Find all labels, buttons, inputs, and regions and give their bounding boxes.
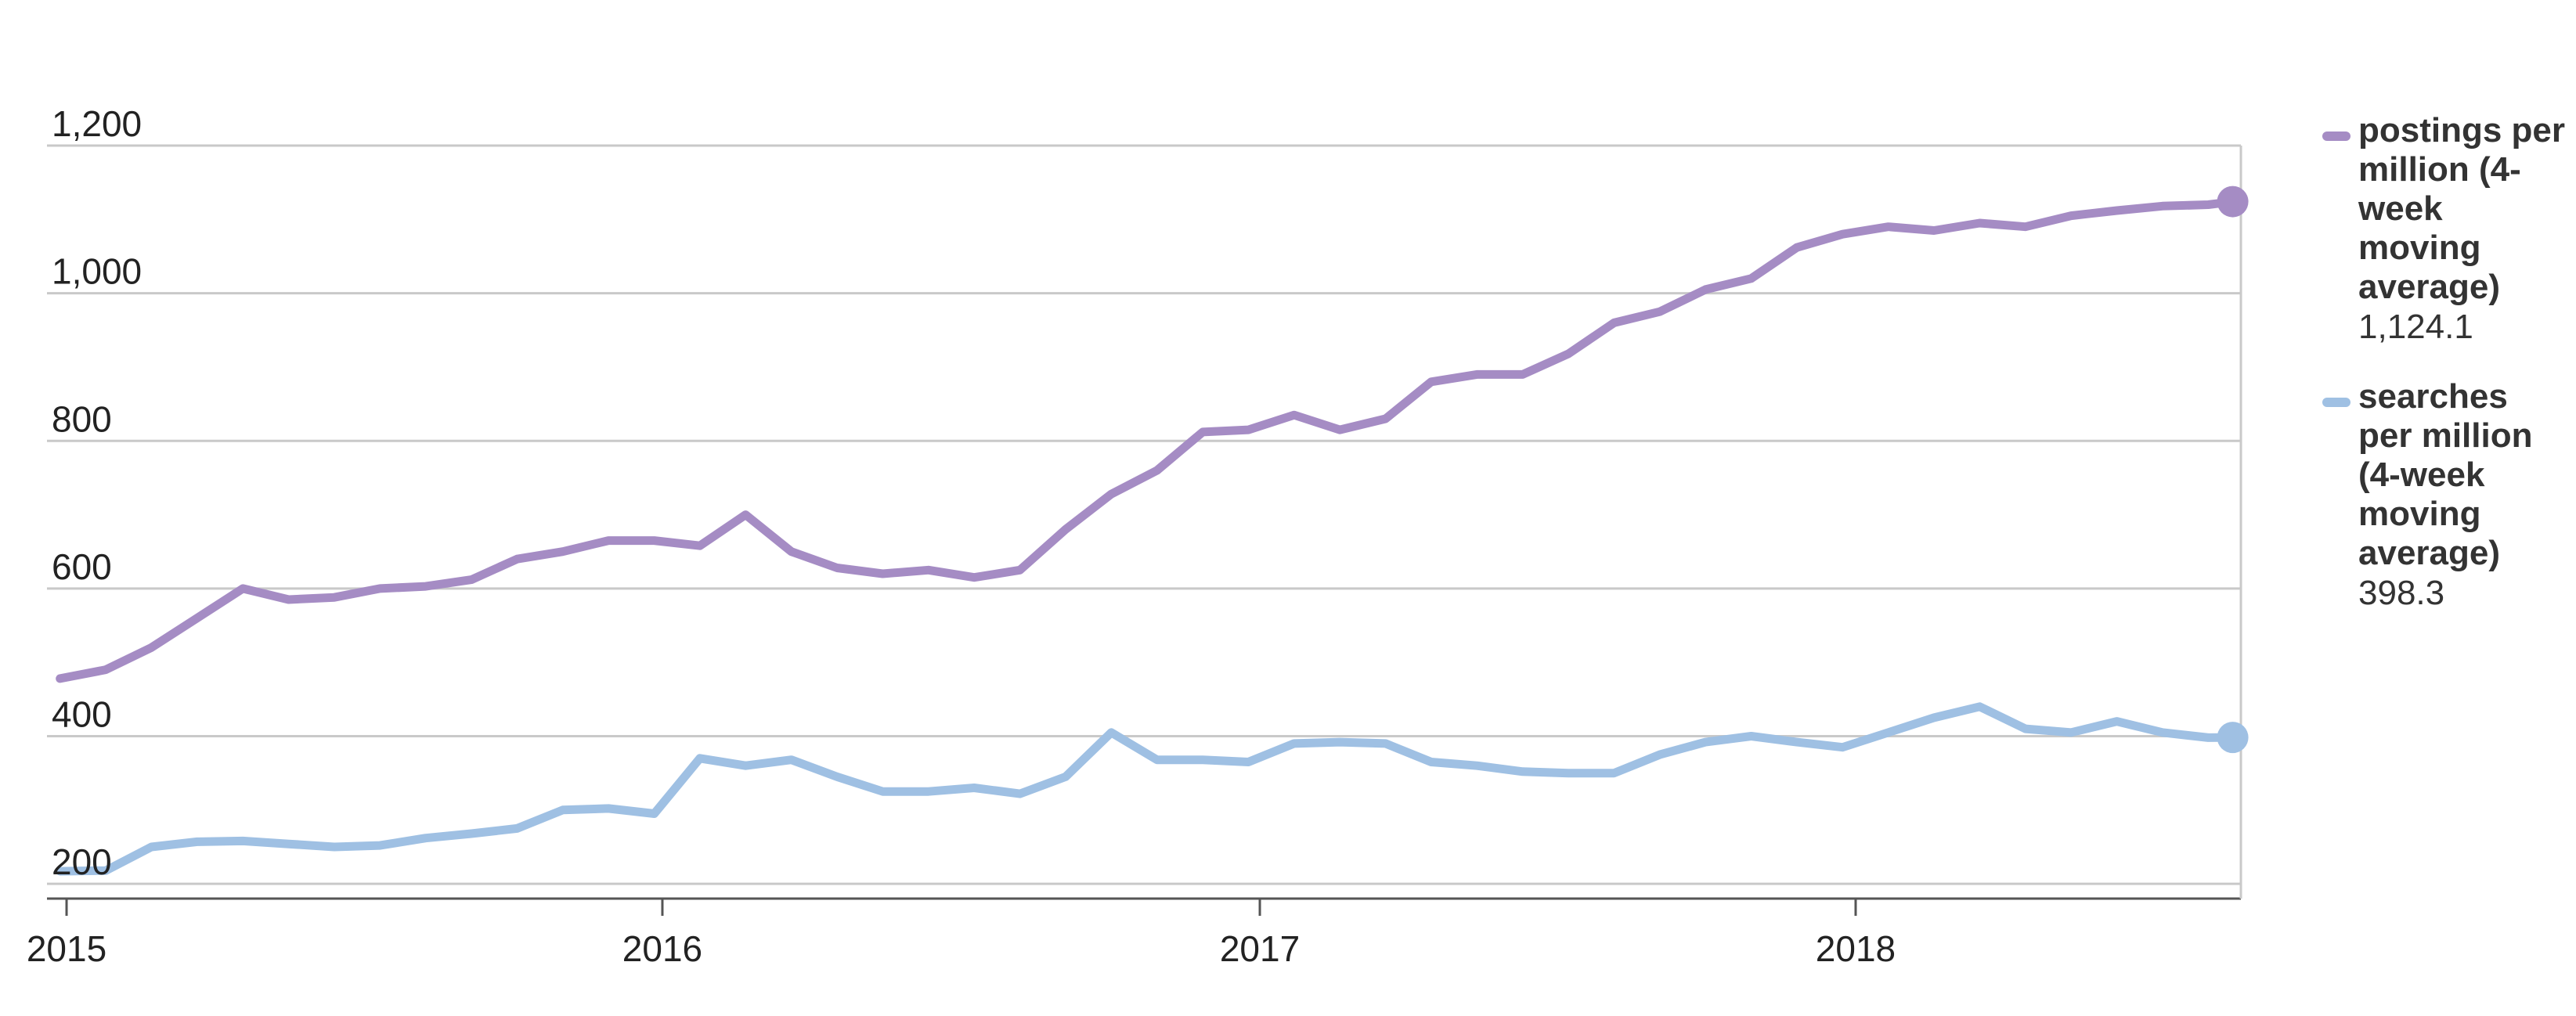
legend-value-postings: 1,124.1 [2358,308,2473,346]
x-tick-label-2016: 2016 [622,928,702,969]
tick-labels: 200 400 600 800 1,000 1,200 2015 2016 2017 2018 [27,103,1896,969]
legend-value-searches: 398.3 [2358,574,2445,612]
end-marker-postings [2217,186,2249,218]
y-tick-label-200: 200 [52,841,112,882]
series-line-postings [56,197,2238,683]
gridlines [47,144,2241,885]
line-chart: 200 400 600 800 1,000 1,200 2015 2016 2017 2018 [27,103,2249,969]
legend-swatch-searches [2322,398,2351,407]
legend-label-postings: postings per million (4-week moving aver… [2358,111,2566,306]
x-tick-label-2015: 2015 [27,928,106,969]
legend-swatch-postings [2322,132,2351,141]
legend-label-searches: searches per million (4-week moving aver… [2358,377,2533,572]
axes [47,146,2242,916]
legend-entry-postings: postings per million (4-week moving aver… [2322,111,2570,348]
y-tick-label-1200: 1,200 [52,103,142,144]
y-tick-label-800: 800 [52,398,112,439]
x-tick-label-2017: 2017 [1220,928,1300,969]
legend: postings per million (4-week moving aver… [2322,111,2570,643]
series-line-searches [56,702,2238,876]
end-marker-searches [2217,722,2249,754]
y-tick-label-400: 400 [52,694,112,735]
x-tick-label-2018: 2018 [1816,928,1896,969]
y-tick-label-600: 600 [52,546,112,587]
legend-entry-searches: searches per million (4-week moving aver… [2322,377,2570,614]
y-tick-label-1000: 1,000 [52,251,142,292]
series-lines [56,186,2249,876]
